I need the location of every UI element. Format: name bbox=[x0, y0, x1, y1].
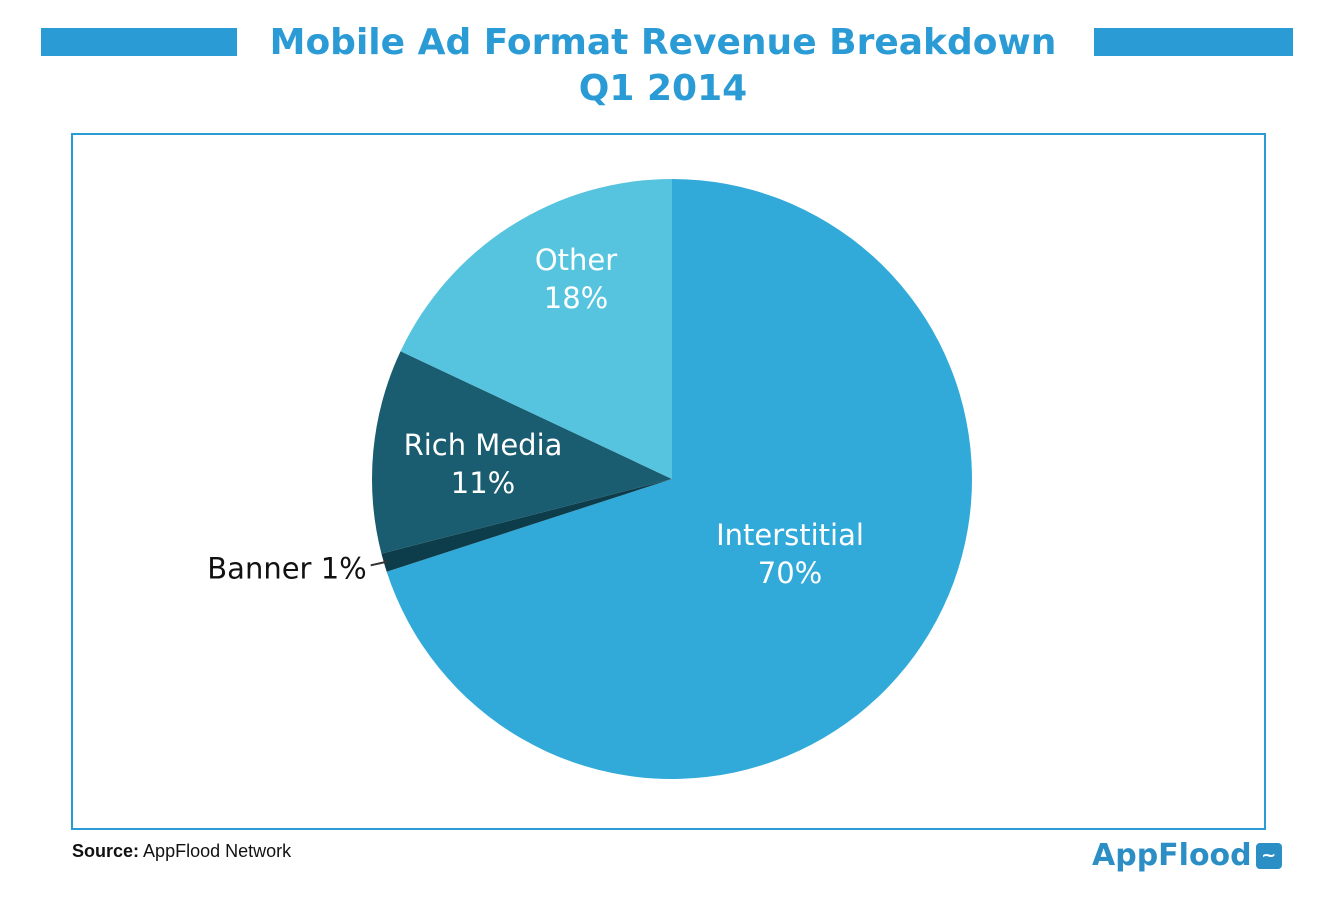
slice-value-label: 11% bbox=[451, 466, 515, 500]
slice-value-label: 70% bbox=[758, 556, 822, 590]
source-label: Source: bbox=[72, 841, 140, 861]
pie-slice-other bbox=[400, 179, 672, 479]
slice-label-outside: Banner 1% bbox=[207, 551, 366, 585]
title-bar-left bbox=[41, 28, 237, 56]
banner-leader-line bbox=[370, 560, 389, 567]
slice-label: Rich Media bbox=[404, 428, 563, 462]
logo-text: AppFlood bbox=[1092, 838, 1252, 873]
chart-frame bbox=[71, 133, 1266, 830]
slice-label: Interstitial bbox=[716, 518, 864, 552]
chart-title-line1: Mobile Ad Format Revenue Breakdown bbox=[269, 22, 1057, 63]
source-note: Source: AppFlood Network bbox=[72, 841, 291, 862]
slice-label: Other bbox=[535, 243, 617, 277]
chart-title-line2: Q1 2014 bbox=[578, 68, 748, 109]
pie-slice-rich-media bbox=[371, 351, 672, 554]
pie-slice-banner bbox=[381, 479, 672, 572]
pie-slice-interstitial bbox=[386, 179, 972, 779]
source-text: AppFlood Network bbox=[143, 841, 292, 861]
title-bar-right bbox=[1094, 28, 1293, 56]
slice-value-label: 18% bbox=[544, 281, 608, 315]
appflood-logo: AppFlood ~ bbox=[1092, 838, 1282, 873]
wave-icon: ~ bbox=[1255, 842, 1282, 869]
